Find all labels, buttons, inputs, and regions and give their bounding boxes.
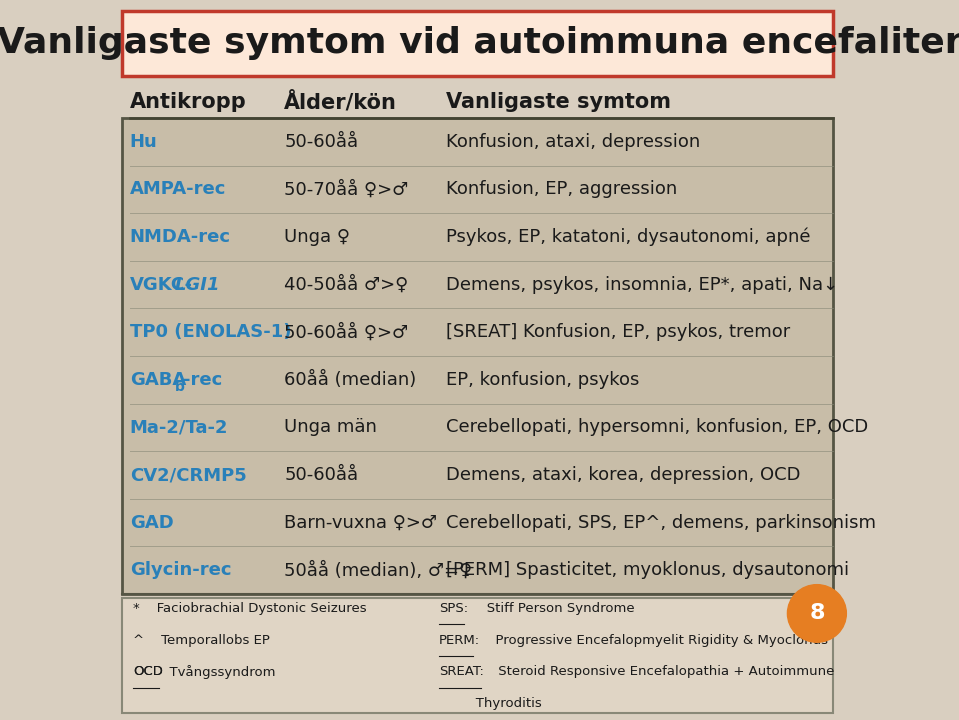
Text: [PERM] Spasticitet, myoklonus, dysautonomi: [PERM] Spasticitet, myoklonus, dysautono… (446, 561, 850, 579)
Text: TP0 (ENOLAS-1): TP0 (ENOLAS-1) (129, 323, 292, 341)
Text: 50-60åå ♀>♂: 50-60åå ♀>♂ (284, 323, 409, 341)
Text: 40-50åå ♂>♀: 40-50åå ♂>♀ (284, 276, 409, 294)
Text: Demens, psykos, insomnia, EP*, apati, Na↓: Demens, psykos, insomnia, EP*, apati, Na… (446, 276, 838, 294)
Text: LGI1: LGI1 (175, 276, 220, 294)
Text: 50-60åå: 50-60åå (284, 133, 359, 151)
Text: Psykos, EP, katatoni, dysautonomi, apné: Psykos, EP, katatoni, dysautonomi, apné (446, 228, 811, 246)
Text: -rec: -rec (183, 371, 222, 389)
Text: PERM:: PERM: (439, 634, 480, 647)
Text: 50-60åå: 50-60åå (284, 466, 359, 484)
Text: Vanligaste symtom: Vanligaste symtom (446, 92, 671, 112)
Text: Barn-vuxna ♀>♂: Barn-vuxna ♀>♂ (284, 513, 437, 531)
Text: ^    Temporallobs EP: ^ Temporallobs EP (133, 634, 270, 647)
Text: Hu: Hu (129, 133, 157, 151)
Text: Vanligaste symtom vid autoimmuna encefaliter: Vanligaste symtom vid autoimmuna encefal… (0, 26, 959, 60)
Text: Ålder/kön: Ålder/kön (284, 91, 397, 113)
Text: Progressive Encefalopmyelit Rigidity & Myoclonus: Progressive Encefalopmyelit Rigidity & M… (487, 634, 828, 647)
Text: 50-70åå ♀>♂: 50-70åå ♀>♂ (284, 180, 409, 199)
Text: 8: 8 (809, 603, 825, 624)
Text: GAD: GAD (129, 513, 174, 531)
Text: AMPA-rec: AMPA-rec (129, 181, 226, 199)
Text: Konfusion, EP, aggression: Konfusion, EP, aggression (446, 181, 678, 199)
Text: Stiff Person Syndrome: Stiff Person Syndrome (475, 602, 635, 615)
Text: Konfusion, ataxi, depression: Konfusion, ataxi, depression (446, 133, 701, 151)
Text: Unga ♀: Unga ♀ (284, 228, 350, 246)
Text: Tvångssyndrom: Tvångssyndrom (161, 665, 276, 679)
Text: Ma-2/Ta-2: Ma-2/Ta-2 (129, 418, 228, 436)
Text: Glycin-rec: Glycin-rec (129, 561, 231, 579)
Text: Demens, ataxi, korea, depression, OCD: Demens, ataxi, korea, depression, OCD (446, 466, 801, 484)
Text: NMDA-rec: NMDA-rec (129, 228, 231, 246)
FancyBboxPatch shape (123, 598, 833, 713)
Text: Cerebellopati, hypersomni, konfusion, EP, OCD: Cerebellopati, hypersomni, konfusion, EP… (446, 418, 869, 436)
Text: 60åå (median): 60åå (median) (284, 371, 416, 389)
Text: Antikropp: Antikropp (129, 92, 246, 112)
Text: OCD: OCD (133, 665, 163, 678)
Text: Thyroditis: Thyroditis (446, 697, 542, 710)
Text: Unga män: Unga män (284, 418, 377, 436)
Text: *    Faciobrachial Dystonic Seizures: * Faciobrachial Dystonic Seizures (133, 602, 367, 615)
Text: VGKC-: VGKC- (129, 276, 193, 294)
Text: Steroid Responsive Encefalopathia + Autoimmune: Steroid Responsive Encefalopathia + Auto… (494, 665, 834, 678)
Text: Cerebellopati, SPS, EP^, demens, parkinsonism: Cerebellopati, SPS, EP^, demens, parkins… (446, 513, 877, 531)
FancyBboxPatch shape (123, 118, 833, 594)
Text: b: b (175, 380, 185, 394)
Text: CV2/CRMP5: CV2/CRMP5 (129, 466, 246, 484)
Text: [SREAT] Konfusion, EP, psykos, tremor: [SREAT] Konfusion, EP, psykos, tremor (446, 323, 790, 341)
Text: EP, konfusion, psykos: EP, konfusion, psykos (446, 371, 640, 389)
FancyBboxPatch shape (123, 11, 833, 76)
Text: SREAT:: SREAT: (439, 665, 484, 678)
Text: 50åå (median), ♂=♀: 50åå (median), ♂=♀ (284, 561, 473, 580)
Text: OCD: OCD (133, 665, 163, 678)
Text: SPS:: SPS: (439, 602, 468, 615)
Text: GABA: GABA (129, 371, 186, 389)
Circle shape (787, 585, 847, 642)
